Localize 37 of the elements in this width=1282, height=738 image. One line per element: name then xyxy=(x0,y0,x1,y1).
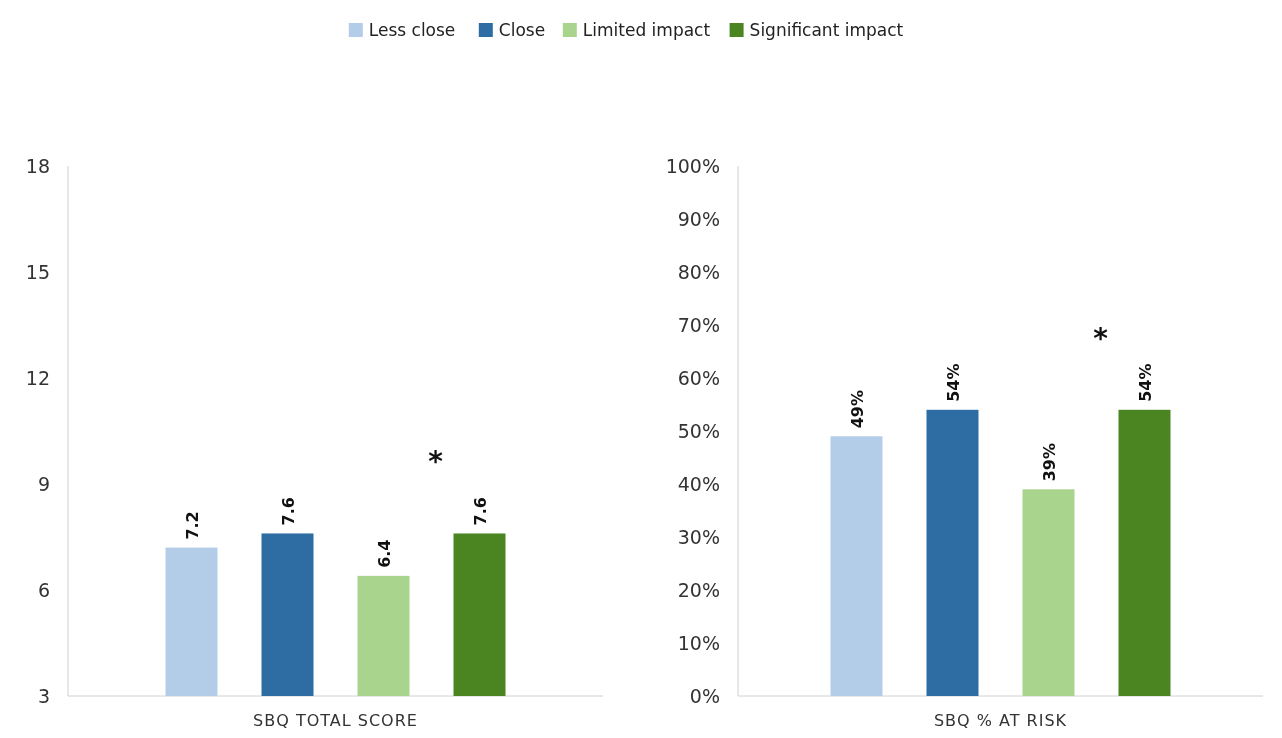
x-tick-label: SBQ % AT RISK xyxy=(933,711,1068,730)
y-tick-label: 0% xyxy=(689,685,720,707)
y-tick-label: 3 xyxy=(37,685,50,707)
y-tick-label: 18 xyxy=(25,155,50,177)
data-label: 49% xyxy=(847,390,867,429)
data-label: 7.2 xyxy=(182,511,202,540)
y-tick-label: 100% xyxy=(665,155,720,177)
y-tick-label: 30% xyxy=(677,526,720,548)
legend-label: Limited impact xyxy=(582,20,711,40)
y-tick-label: 60% xyxy=(677,367,720,389)
bar xyxy=(1118,409,1171,696)
data-label: 39% xyxy=(1039,443,1059,482)
bar xyxy=(830,436,883,696)
legend-label: Less close xyxy=(368,20,456,40)
legend-label: Close xyxy=(498,20,546,40)
y-tick-label: 15 xyxy=(25,261,50,283)
y-tick-label: 70% xyxy=(677,314,720,336)
y-tick-label: 80% xyxy=(677,261,720,283)
data-label: 7.6 xyxy=(470,497,490,526)
data-label: 54% xyxy=(943,363,963,402)
y-tick-label: 50% xyxy=(677,420,720,442)
data-label: 54% xyxy=(1135,363,1155,402)
annotation: * xyxy=(428,445,444,479)
y-tick-label: 6 xyxy=(37,579,50,601)
data-label: 6.4 xyxy=(374,539,394,568)
x-tick-label: SBQ TOTAL SCORE xyxy=(253,711,418,730)
y-tick-label: 10% xyxy=(677,632,720,654)
y-tick-label: 9 xyxy=(37,473,50,495)
bar xyxy=(926,409,979,696)
legend-label: Significant impact xyxy=(749,20,904,40)
annotation: * xyxy=(1093,321,1109,355)
y-tick-label: 40% xyxy=(677,473,720,495)
data-label: 7.6 xyxy=(278,497,298,526)
y-tick-label: 20% xyxy=(677,579,720,601)
y-tick-label: 90% xyxy=(677,208,720,230)
y-tick-label: 12 xyxy=(25,367,50,389)
bar xyxy=(1022,489,1075,696)
